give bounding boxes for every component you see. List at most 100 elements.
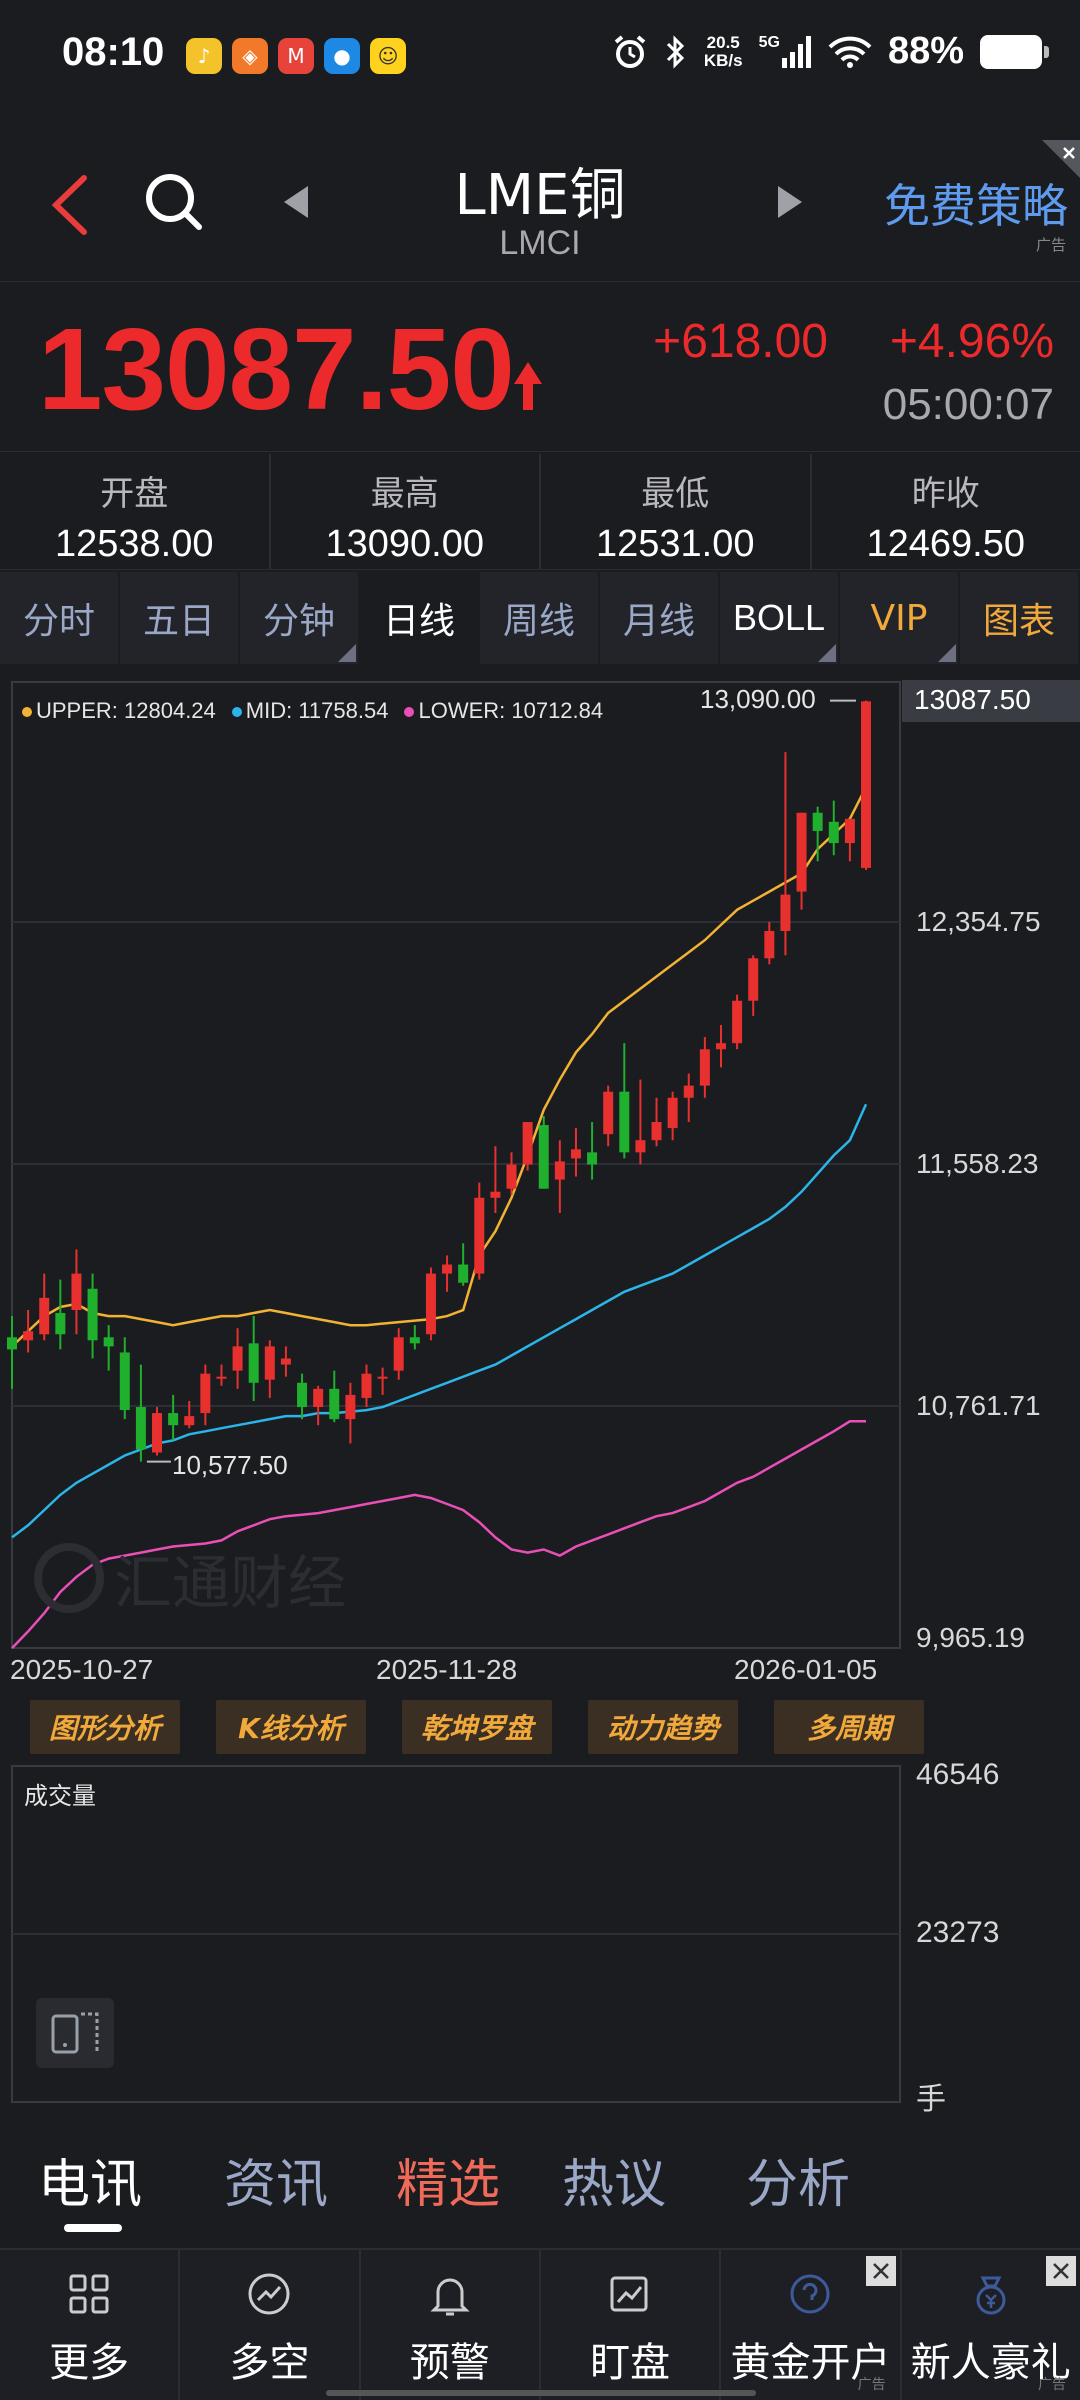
tool-multi-period[interactable]: 多周期	[774, 1700, 924, 1754]
tool-pattern-analysis[interactable]: 图形分析	[30, 1700, 180, 1754]
candles	[7, 699, 871, 1463]
news-tab-info[interactable]: 资讯	[224, 2155, 329, 2215]
candle-body	[442, 1264, 453, 1274]
candle-body	[377, 1376, 388, 1379]
candle-body	[264, 1346, 275, 1380]
quote-block: 13087.50 +618.00 +4.96% 05:00:07	[0, 284, 1080, 452]
candle-body	[345, 1394, 356, 1420]
tab-minute[interactable]: 分钟	[240, 572, 360, 664]
candle-body	[587, 1152, 598, 1165]
tool-kline-analysis[interactable]: K线分析	[216, 1700, 366, 1754]
yellow-app-icon: ☺	[370, 38, 406, 74]
candle-body	[216, 1376, 227, 1379]
news-tab-telegraph[interactable]: 电讯	[38, 2155, 143, 2215]
dropdown-corner-icon	[818, 644, 836, 662]
candle-body	[506, 1164, 517, 1189]
gold-account-icon	[790, 2274, 830, 2314]
tab-monthly[interactable]: 月线	[600, 572, 720, 664]
legend-lower: LOWER: 10712.84	[404, 698, 603, 724]
candle-body	[667, 1097, 678, 1129]
rotate-screen-button[interactable]	[36, 1998, 114, 2068]
tab-intraday[interactable]: 分时	[0, 572, 120, 664]
news-tabs: 电讯 资讯 精选 热议 分析	[0, 2130, 1080, 2240]
status-right: 20.5 KB/s 5G 88%	[612, 30, 1049, 73]
kline-chart[interactable]	[0, 664, 1080, 2124]
ohlc-prev-close: 昨收 12469.50	[866, 474, 1026, 565]
candle-body	[313, 1388, 324, 1408]
candle-body	[699, 1049, 710, 1086]
low-marker-label: 10,577.50	[172, 1450, 288, 1480]
alarm-icon	[614, 34, 646, 68]
nav-long-short[interactable]: 多空	[180, 2250, 361, 2400]
watermark-logo-icon	[34, 1543, 104, 1613]
ohlc-row: 开盘 12538.00 最高 13090.00 最低 12531.00 昨收 12469…	[0, 454, 1080, 570]
volume-y-tick: 23273	[916, 1916, 1000, 1949]
gift-icon	[976, 2276, 1006, 2315]
candle-body	[538, 1125, 549, 1189]
next-instrument-icon[interactable]	[772, 182, 808, 222]
ohlc-low: 最低 12531.00	[541, 454, 812, 569]
candle-body	[23, 1331, 34, 1341]
prev-instrument-icon[interactable]	[278, 182, 314, 222]
wifi-icon	[828, 36, 872, 68]
bell-icon	[430, 2278, 470, 2316]
y-tick-label: 9,965.19	[916, 1622, 1025, 1653]
candle-body	[39, 1297, 50, 1335]
news-tab-discussion[interactable]: 热议	[562, 2155, 667, 2215]
dropdown-corner-icon	[938, 644, 956, 662]
last-price: 13087.50	[38, 304, 515, 434]
volume-y-tick: 46546	[916, 1758, 1000, 1791]
candle-body	[458, 1264, 469, 1283]
tab-weekly[interactable]: 周线	[480, 572, 600, 664]
y-tick-label: 11,558.23	[916, 1148, 1039, 1179]
x-tick-label: 2025-10-27	[10, 1654, 154, 1685]
search-icon[interactable]	[144, 172, 204, 232]
nav-watch[interactable]: 盯盘	[541, 2250, 722, 2400]
boll-lower-line	[11, 1420, 866, 1649]
tab-chart[interactable]: 图表	[960, 572, 1080, 664]
candle-body	[619, 1091, 630, 1153]
tab-boll[interactable]: BOLL	[720, 572, 840, 664]
news-tab-featured[interactable]: 精选	[396, 2155, 501, 2215]
nav-more[interactable]: 更多	[0, 2250, 181, 2400]
candle-body	[393, 1337, 404, 1371]
boll-bands	[11, 786, 868, 1649]
boll-upper-line	[11, 786, 868, 1348]
candle-body	[474, 1197, 485, 1274]
close-icon[interactable]	[1042, 140, 1080, 178]
tab-vip[interactable]: VIP	[840, 572, 960, 664]
orange-app-icon: ◈	[232, 38, 268, 74]
candle-body	[103, 1337, 114, 1347]
nav-newbie-gift[interactable]: 新人豪礼 广告	[902, 2250, 1080, 2400]
network-speed: 20.5 KB/s	[703, 32, 743, 70]
tab-daily[interactable]: 日线	[360, 572, 480, 664]
active-tab-underline	[64, 2224, 122, 2232]
candle-body	[796, 812, 807, 892]
tool-momentum-trend[interactable]: 动力趋势	[588, 1700, 738, 1754]
tool-compass[interactable]: 乾坤罗盘	[402, 1700, 552, 1754]
y-tick-label: 12,354.75	[916, 906, 1041, 937]
close-icon[interactable]	[1045, 2256, 1076, 2286]
free-strategy-ad[interactable]: 免费策略	[884, 179, 1068, 233]
chart-icon	[610, 2276, 648, 2312]
nav-gold-account[interactable]: 黄金开户 广告	[721, 2250, 902, 2400]
current-price-tag: 13087.50	[902, 680, 1080, 722]
candle-body	[297, 1382, 308, 1408]
music-app-icon: ♪	[186, 38, 222, 74]
news-tab-analysis[interactable]: 分析	[746, 2155, 851, 2215]
ad-tag: 广告	[1037, 2377, 1066, 2393]
close-icon[interactable]	[865, 2256, 896, 2286]
back-icon[interactable]	[48, 170, 92, 240]
tab-five-day[interactable]: 五日	[120, 572, 240, 664]
candle-body	[812, 812, 823, 831]
candle-body	[361, 1373, 372, 1398]
candle-body	[184, 1416, 195, 1426]
ad-tag: 广告	[1035, 236, 1066, 254]
candle-body	[844, 818, 855, 844]
rotate-screen-icon	[51, 2012, 99, 2054]
boll-mid-line	[11, 1103, 868, 1539]
candle-body	[248, 1343, 259, 1383]
candle-body	[55, 1313, 66, 1335]
nav-alert[interactable]: 预警	[361, 2250, 541, 2400]
quote-time: 05:00:07	[882, 380, 1054, 429]
